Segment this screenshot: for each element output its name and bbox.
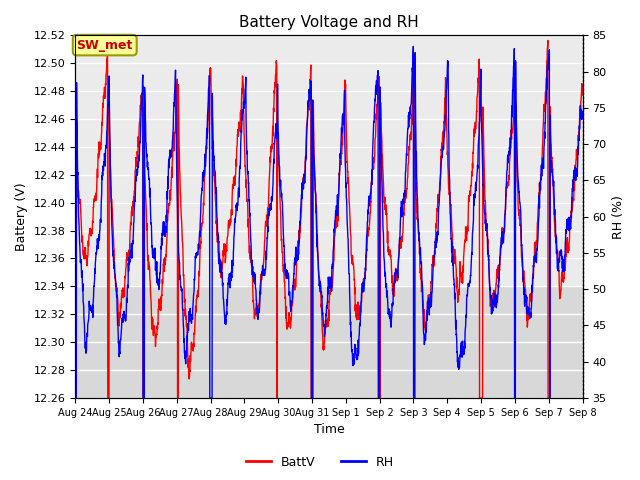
Legend: BattV, RH: BattV, RH <box>241 451 399 474</box>
Text: SW_met: SW_met <box>77 38 133 51</box>
X-axis label: Time: Time <box>314 423 344 436</box>
Y-axis label: RH (%): RH (%) <box>612 195 625 239</box>
Y-axis label: Battery (V): Battery (V) <box>15 182 28 251</box>
Bar <box>76 287 582 398</box>
Title: Battery Voltage and RH: Battery Voltage and RH <box>239 15 419 30</box>
Bar <box>76 36 582 287</box>
